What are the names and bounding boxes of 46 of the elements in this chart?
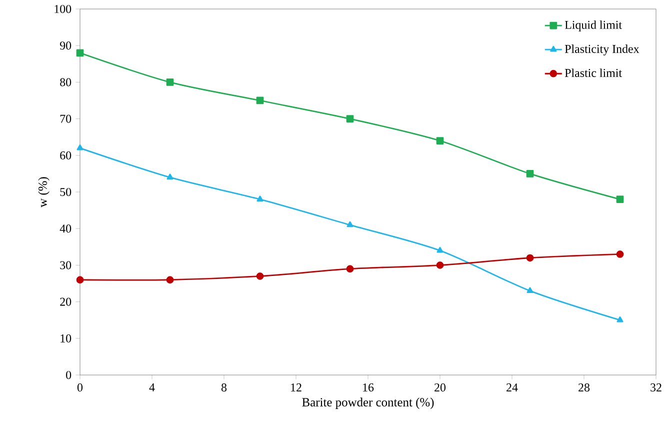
x-tick-label: 24 — [506, 383, 518, 392]
y-tick-label: 30 — [60, 261, 72, 270]
point — [166, 276, 174, 284]
point — [76, 276, 84, 284]
point — [256, 96, 264, 104]
legend-label: Liquid limit — [564, 20, 622, 32]
x-axis-title: Barite powder content (%) — [302, 398, 434, 409]
point — [436, 262, 444, 269]
y-tick-label: 50 — [60, 188, 72, 196]
legend-label: Plastic limit — [564, 68, 622, 77]
x-tick-label: 0 — [77, 383, 83, 392]
y-tick-label: 60 — [60, 151, 72, 160]
point — [436, 137, 444, 144]
x-tick-label: 32 — [650, 383, 662, 392]
y-tick-label: 10 — [60, 334, 72, 342]
y-tick-label: 100 — [54, 4, 72, 14]
y-tick-label: 70 — [60, 114, 72, 123]
point — [166, 78, 174, 86]
x-tick-label: 28 — [578, 383, 590, 392]
point — [526, 287, 534, 294]
y-axis-title: w (%) — [38, 177, 50, 208]
point — [166, 174, 174, 180]
point — [526, 170, 534, 178]
x-tick-label: 16 — [363, 383, 374, 392]
y-tick-label: 90 — [60, 42, 72, 50]
y-tick-label: 20 — [60, 298, 72, 306]
point — [76, 144, 84, 150]
legend-label: Plasticity Index — [564, 44, 640, 56]
point — [346, 115, 354, 122]
point — [76, 49, 84, 57]
point — [526, 254, 534, 262]
point — [616, 196, 624, 204]
point — [436, 246, 444, 253]
x-tick-label: 4 — [149, 383, 155, 392]
y-tick-label: 40 — [60, 224, 72, 233]
x-tick-label: 12 — [291, 383, 302, 392]
point — [346, 265, 354, 273]
point — [616, 316, 624, 322]
point — [346, 221, 354, 228]
point — [256, 272, 264, 280]
point — [256, 196, 264, 202]
y-tick-label: 80 — [60, 78, 72, 86]
point — [616, 250, 624, 258]
x-tick-label: 20 — [434, 383, 446, 392]
y-tick-label: 0 — [66, 370, 72, 380]
x-tick-label: 8 — [221, 383, 227, 392]
